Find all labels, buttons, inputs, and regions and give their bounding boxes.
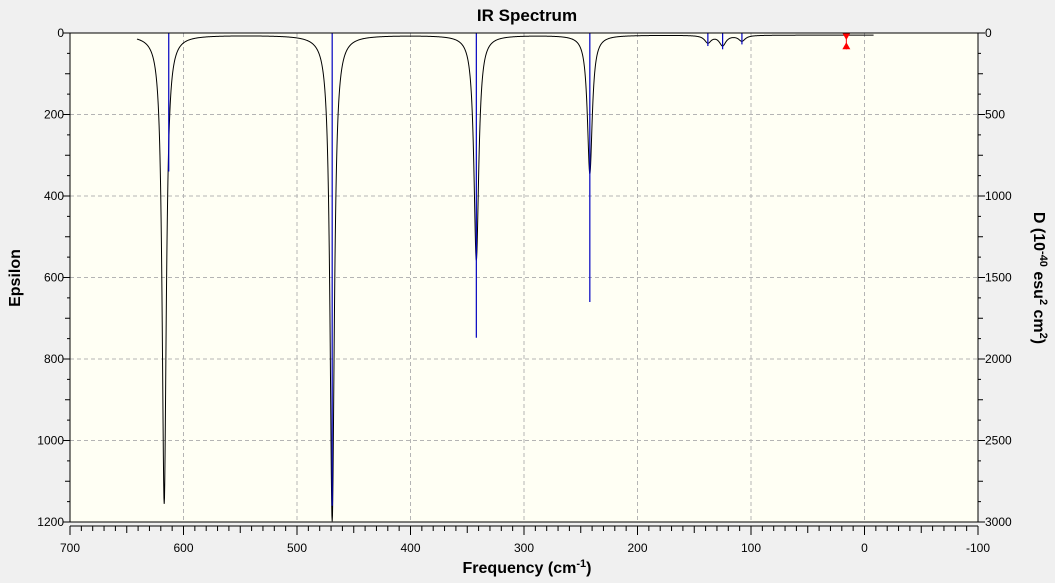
spectrum-curve <box>136 34 874 522</box>
x-tick-label-3: 400 <box>400 541 420 555</box>
y-right-tick-label-1: 500 <box>985 108 1005 122</box>
y-right-tick-label-2: 1000 <box>985 189 1012 203</box>
y-right-tick-label-5: 2500 <box>985 434 1012 448</box>
x-axis: 700 600 500 400 300 200 100 0 -100 <box>60 525 990 555</box>
x-tick-label-2: 500 <box>287 541 307 555</box>
marker-arrow-bottom <box>842 42 851 50</box>
x-tick-label-5: 200 <box>627 541 647 555</box>
y-right-title-p4: ) <box>1030 339 1047 344</box>
x-tick-label-4: 300 <box>514 541 534 555</box>
y-left-tick-label-2: 400 <box>44 189 64 203</box>
x-axis-title: Frequency (cm-1) <box>463 558 592 577</box>
y-left-tick-label-0: 0 <box>57 26 64 40</box>
x-axis-title-sup: -1 <box>576 558 586 570</box>
y-right-title-p2: esu <box>1030 267 1047 299</box>
y-right-title-sup1: -40 <box>1037 251 1049 267</box>
y-left-tick-label-3: 600 <box>44 271 64 285</box>
y-right-tick-label-0: 0 <box>985 26 992 40</box>
y-right-title-sup3: 2 <box>1037 333 1049 339</box>
y-axis-right: 0 500 1000 1500 2000 2500 3000 <box>978 26 1012 529</box>
y-left-tick-label-6: 1200 <box>37 515 64 529</box>
x-tick-label-1: 600 <box>173 541 193 555</box>
y-axis-left: 0 200 400 600 800 1000 1200 <box>37 26 70 529</box>
y-left-tick-label-4: 800 <box>44 352 64 366</box>
marker-arrow-top <box>842 33 851 40</box>
y-right-tick-label-4: 2000 <box>985 352 1012 366</box>
chart-title: IR Spectrum <box>477 6 577 25</box>
stick-spectrum <box>168 33 743 506</box>
spectrum-layer <box>136 34 874 522</box>
y-right-title-p3: cm <box>1030 305 1047 333</box>
position-marker <box>842 33 851 50</box>
x-tick-label-6: 100 <box>741 541 761 555</box>
y-axis-right-title: D (10-40 esu2 cm2) <box>1030 212 1049 344</box>
x-axis-title-close: ) <box>586 560 591 577</box>
y-axis-left-title: Epsilon <box>7 249 24 307</box>
y-right-title-sup2: 2 <box>1037 299 1049 305</box>
y-right-tick-label-3: 1500 <box>985 271 1012 285</box>
y-right-title-p1: D (10 <box>1030 212 1047 251</box>
y-left-tick-label-1: 200 <box>44 108 64 122</box>
y-left-tick-label-5: 1000 <box>37 434 64 448</box>
x-tick-label-0: 700 <box>60 541 80 555</box>
x-axis-title-main: Frequency (cm <box>463 560 577 577</box>
x-tick-label-7: 0 <box>861 541 868 555</box>
x-tick-label-8: -100 <box>966 541 990 555</box>
y-right-tick-label-6: 3000 <box>985 515 1012 529</box>
